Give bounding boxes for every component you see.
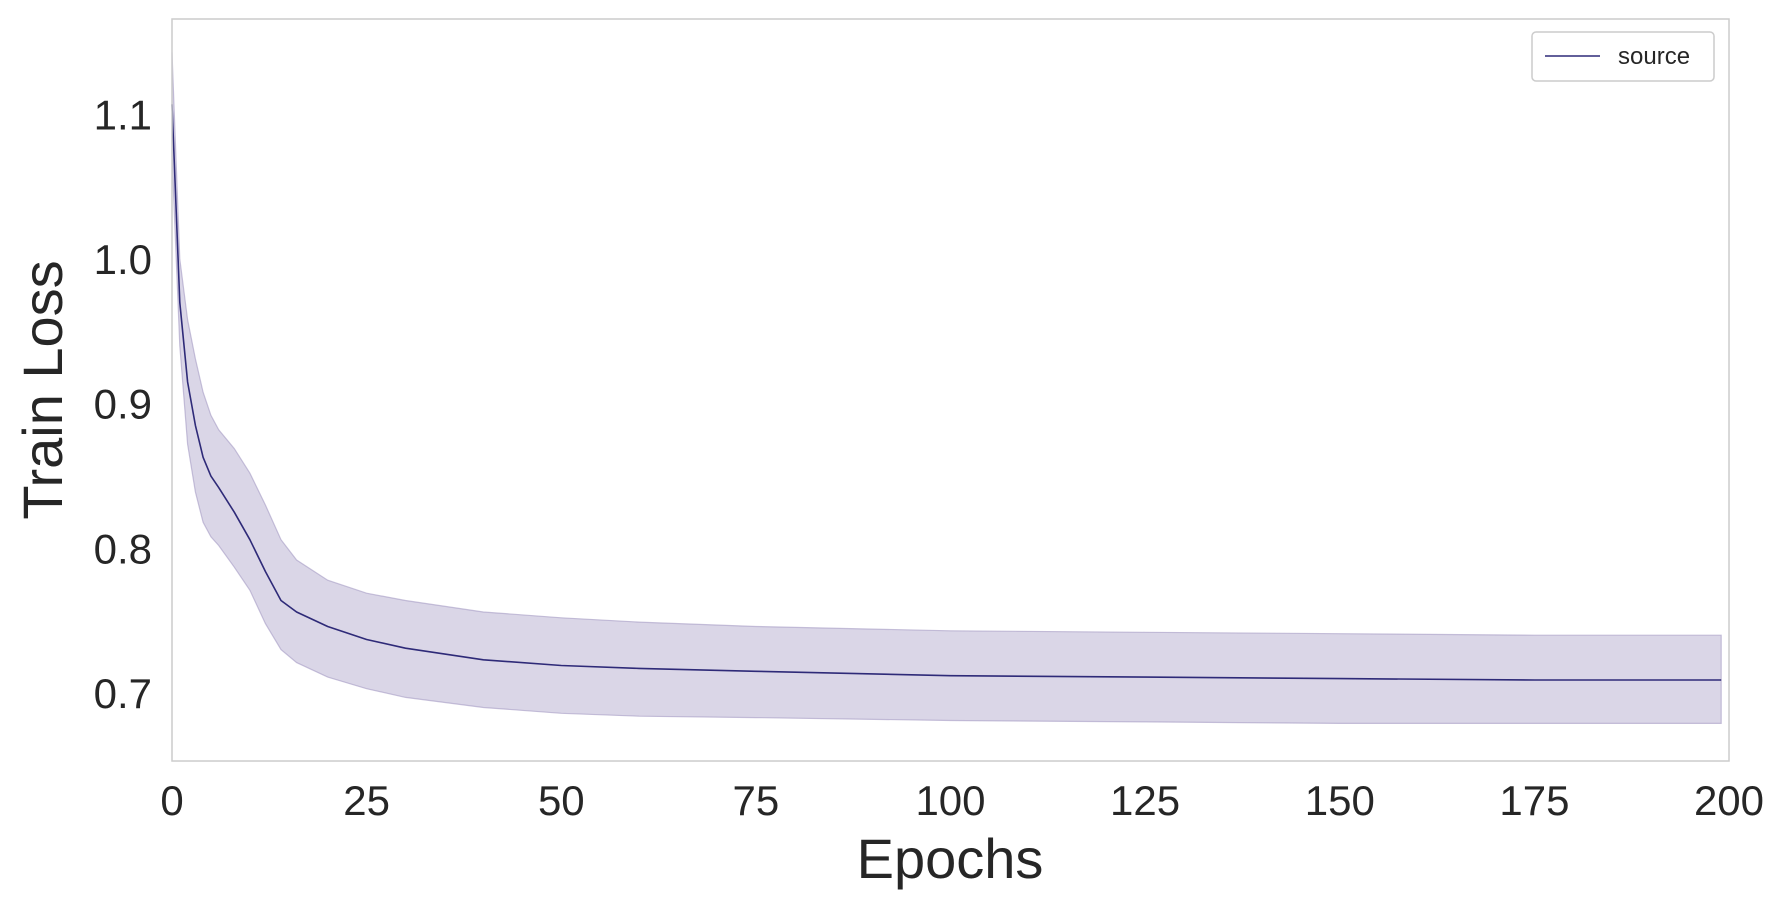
x-axis-title: Epochs [857,827,1044,890]
x-tick-labels: 0 25 50 75 100 125 150 175 200 [160,777,1764,824]
y-axis-title: Train Loss [11,260,74,519]
plot-frame [171,18,1730,762]
series-source-confidence-band [171,52,1722,724]
legend-label-source: source [1618,43,1690,70]
legend: source [1531,31,1715,82]
series-line-layer [171,104,1722,681]
confidence-band-layer [171,52,1722,724]
y-tick-label: 0.9 [94,381,152,428]
y-tick-labels: 0.7 0.8 0.9 1.0 1.1 [94,92,152,718]
y-tick-label: 0.8 [94,525,152,572]
y-tick-label: 1.0 [94,236,152,283]
x-tick-label: 175 [1499,777,1569,824]
x-tick-label: 75 [733,777,780,824]
plot-background [172,19,1729,761]
x-tick-label: 125 [1110,777,1180,824]
x-tick-label: 200 [1694,777,1764,824]
legend-box [1531,31,1715,82]
x-tick-label: 0 [160,777,183,824]
x-tick-label: 100 [915,777,985,824]
y-tick-label: 1.1 [94,92,152,139]
x-tick-label: 25 [343,777,390,824]
x-tick-label: 50 [538,777,585,824]
y-tick-label: 0.7 [94,670,152,717]
x-tick-label: 150 [1305,777,1375,824]
series-source-line [171,104,1722,681]
